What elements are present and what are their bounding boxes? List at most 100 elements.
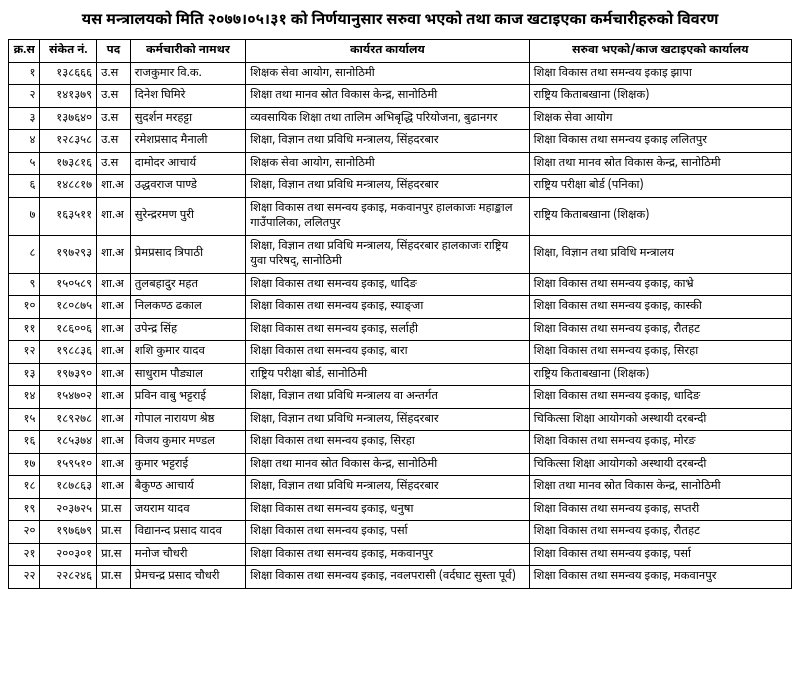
cell-code: २२८२४६ (40, 566, 97, 589)
cell-sn: १९ (9, 498, 40, 521)
cell-code: १८७८६३ (40, 476, 97, 499)
table-row: १८१८७८६३शा.अबैकुण्ठ आचार्यशिक्षा, विज्ञा… (9, 476, 792, 499)
cell-name: गोपाल नारायण श्रेष्ठ (130, 408, 245, 431)
table-row: १५१८९२७८शा.अगोपाल नारायण श्रेष्ठशिक्षा, … (9, 408, 792, 431)
cell-post: शा.अ (97, 431, 131, 454)
cell-office: शिक्षा, विज्ञान तथा प्रविधि मन्त्रालय वा… (246, 386, 529, 409)
cell-code: १७३८१६ (40, 152, 97, 175)
cell-transfer: शिक्षा तथा मानव स्रोत विकास केन्द्र, सान… (529, 152, 791, 175)
cell-office: शिक्षक सेवा आयोग, सानोठिमी (246, 152, 529, 175)
cell-name: विद्यानन्द प्रसाद यादव (130, 521, 245, 544)
cell-post: प्रा.स (97, 566, 131, 589)
cell-name: उद्धवराज पाण्डे (130, 175, 245, 198)
cell-sn: ५ (9, 152, 40, 175)
table-row: २०१९७६७९प्रा.सविद्यानन्द प्रसाद यादव शिक्… (9, 521, 792, 544)
cell-sn: २१ (9, 543, 40, 566)
table-row: ७१६३५११शा.असुरेन्द्ररमण पुरीशिक्षा विकास… (9, 197, 792, 235)
cell-office: शिक्षा विकास तथा समन्वय इकाइ, स्याङ्जा (246, 296, 529, 319)
cell-office: शिक्षा विकास तथा समन्वय इकाइ, मकवानपुर ह… (246, 197, 529, 235)
cell-code: १४१३७९ (40, 85, 97, 108)
cell-code: १९७६७९ (40, 521, 97, 544)
cell-transfer: राष्ट्रिय किताबखाना (शिक्षक) (529, 197, 791, 235)
cell-post: प्रा.स (97, 521, 131, 544)
table-row: २१४१३७९उ.सदिनेश घिमिरेशिक्षा तथा मानव स्… (9, 85, 792, 108)
cell-office: शिक्षा विकास तथा समन्वय इकाइ, सिरहा (246, 431, 529, 454)
cell-code: १८०८७५ (40, 296, 97, 319)
cell-name: विजय कुमार मण्डल (130, 431, 245, 454)
cell-code: १४८८१७ (40, 175, 97, 198)
cell-name: मनोज चौधरी (130, 543, 245, 566)
cell-post: शा.अ (97, 235, 131, 273)
cell-transfer: शिक्षा विकास तथा समन्वय इकाइ, रौतहट (529, 521, 791, 544)
cell-post: शा.अ (97, 408, 131, 431)
cell-office: शिक्षा, विज्ञान तथा प्रविधि मन्त्रालय, स… (246, 175, 529, 198)
table-row: ६१४८८१७शा.अउद्धवराज पाण्डेशिक्षा, विज्ञा… (9, 175, 792, 198)
cell-code: १५९५१० (40, 453, 97, 476)
table-row: १०१८०८७५शा.अनिलकण्ठ ढकालशिक्षा विकास तथा… (9, 296, 792, 319)
cell-sn: २ (9, 85, 40, 108)
cell-sn: १ (9, 62, 40, 85)
cell-transfer: शिक्षा विकास तथा समन्वय इकाइ, पर्सा (529, 543, 791, 566)
cell-name: प्रेमचन्द्र प्रसाद चौधरी (130, 566, 245, 589)
cell-office: शिक्षा, विज्ञान तथा प्रविधि मन्त्रालय, स… (246, 476, 529, 499)
table-row: १७१५९५१०शा.अकुमार भट्टराईशिक्षा तथा मानव… (9, 453, 792, 476)
cell-name: शशि कुमार यादव (130, 341, 245, 364)
table-header-row: क्र.स संकेत नं. पद कर्मचारीको नामथर कार्… (9, 40, 792, 63)
cell-name: तुलबहादुर महत (130, 273, 245, 296)
cell-code: १९७३९० (40, 363, 97, 386)
cell-name: जयराम यादव (130, 498, 245, 521)
cell-transfer: शिक्षा विकास तथा समन्वय इकाइ, सप्तरी (529, 498, 791, 521)
cell-name: प्रेमप्रसाद त्रिपाठी (130, 235, 245, 273)
cell-name: निलकण्ठ ढकाल (130, 296, 245, 319)
cell-transfer: राष्ट्रिय किताबखाना (शिक्षक) (529, 363, 791, 386)
cell-post: शा.अ (97, 363, 131, 386)
cell-transfer: शिक्षा विकास तथा समन्वय इकाइ, मकवानपुर (529, 566, 791, 589)
cell-sn: २२ (9, 566, 40, 589)
cell-code: २०३७२५ (40, 498, 97, 521)
table-row: २१२००३०१प्रा.समनोज चौधरीशिक्षा विकास तथा… (9, 543, 792, 566)
page-title: यस मन्त्रालयको मिति २०७७।०५।३१ को निर्णय… (8, 12, 792, 31)
col-post: पद (97, 40, 131, 63)
cell-code: १८६००६ (40, 318, 97, 341)
table-row: १९२०३७२५प्रा.सजयराम यादवशिक्षा विकास तथा… (9, 498, 792, 521)
cell-post: शा.अ (97, 341, 131, 364)
cell-transfer: चिकित्सा शिक्षा आयोगको अस्थायी दरबन्दी (529, 408, 791, 431)
cell-transfer: चिकित्सा शिक्षा आयोगको अस्थायी दरबन्दी (529, 453, 791, 476)
cell-office: शिक्षा विकास तथा समन्वय इकाइ, नवलपरासी (… (246, 566, 529, 589)
cell-transfer: शिक्षक सेवा आयोग (529, 107, 791, 130)
table-row: २२२२८२४६प्रा.सप्रेमचन्द्र प्रसाद चौधरीशि… (9, 566, 792, 589)
cell-code: १८९२७८ (40, 408, 97, 431)
cell-office: राष्ट्रिय परीक्षा बोर्ड, सानोठिमी (246, 363, 529, 386)
cell-transfer: शिक्षा विकास तथा समन्वय इकाइ, सिरहा (529, 341, 791, 364)
cell-post: शा.अ (97, 296, 131, 319)
cell-code: १६३५११ (40, 197, 97, 235)
cell-post: शा.अ (97, 175, 131, 198)
cell-office: शिक्षा विकास तथा समन्वय इकाइ, मकवानपुर (246, 543, 529, 566)
col-name: कर्मचारीको नामथर (130, 40, 245, 63)
cell-name: रमेशप्रसाद मैनाली (130, 130, 245, 153)
table-row: १११८६००६शा.अउपेन्द्र सिंहशिक्षा विकास तथ… (9, 318, 792, 341)
cell-transfer: शिक्षा विकास तथा समन्वय इकाइ, काभ्रे (529, 273, 791, 296)
cell-name: उपेन्द्र सिंह (130, 318, 245, 341)
cell-name: सुरेन्द्ररमण पुरी (130, 197, 245, 235)
cell-transfer: शिक्षा विकास तथा समन्वय इकाइ ललितपुर (529, 130, 791, 153)
cell-sn: ७ (9, 197, 40, 235)
cell-sn: ६ (9, 175, 40, 198)
cell-sn: १६ (9, 431, 40, 454)
cell-sn: १४ (9, 386, 40, 409)
col-sn: क्र.स (9, 40, 40, 63)
cell-office: शिक्षा, विज्ञान तथा प्रविधि मन्त्रालय, स… (246, 235, 529, 273)
cell-sn: २० (9, 521, 40, 544)
cell-post: उ.स (97, 130, 131, 153)
cell-office: शिक्षा विकास तथा समन्वय इकाइ, धादिङ (246, 273, 529, 296)
cell-name: दामोदर आचार्य (130, 152, 245, 175)
cell-post: शा.अ (97, 453, 131, 476)
cell-sn: १८ (9, 476, 40, 499)
cell-code: १८५३७४ (40, 431, 97, 454)
cell-transfer: शिक्षा विकास तथा समन्वय इकाइ, कास्की (529, 296, 791, 319)
staff-transfer-table: क्र.स संकेत नं. पद कर्मचारीको नामथर कार्… (8, 39, 792, 589)
cell-code: १९८८३६ (40, 341, 97, 364)
cell-office: शिक्षा तथा मानव स्रोत विकास केन्द्र, सान… (246, 453, 529, 476)
cell-name: राजकुमार वि.क. (130, 62, 245, 85)
table-row: १६१८५३७४शा.अविजय कुमार मण्डलशिक्षा विकास… (9, 431, 792, 454)
